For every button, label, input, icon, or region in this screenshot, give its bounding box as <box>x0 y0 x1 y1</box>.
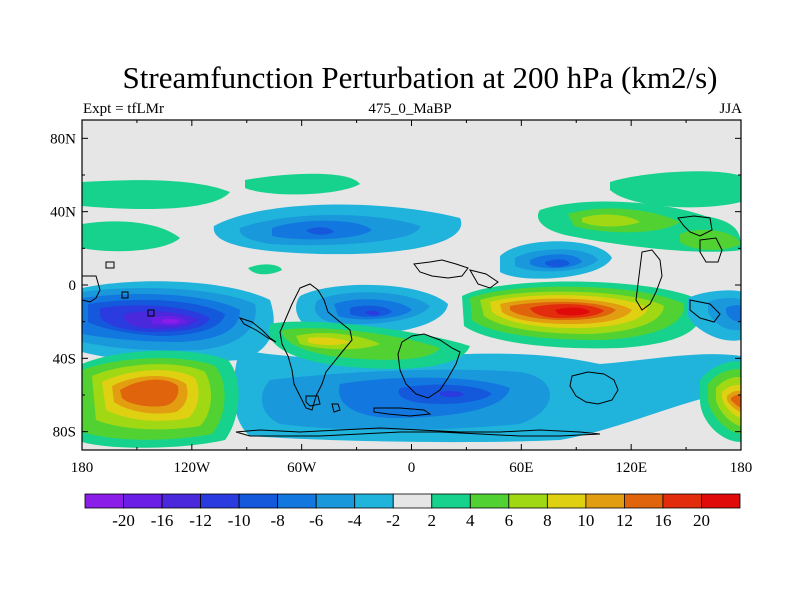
colorbar-swatch <box>431 493 471 509</box>
y-tick-label: 80S <box>53 425 76 441</box>
y-tick-label: 80N <box>50 131 76 147</box>
colorbar-label: -12 <box>189 511 212 530</box>
x-tick-label: 120E <box>615 460 647 476</box>
colorbar-label: -16 <box>151 511 174 530</box>
colorbar-swatch <box>354 493 394 509</box>
coastline-small-island <box>121 291 129 299</box>
coastline-small-island <box>105 261 115 269</box>
x-tick-label: 180 <box>730 460 753 476</box>
x-axis: 180 120W 60W 0 60E 120E 180 <box>71 120 753 476</box>
coastline-east-asia <box>699 237 723 263</box>
colorbar-label: 6 <box>505 511 514 530</box>
contour-region <box>306 227 334 235</box>
colorbar-swatch <box>277 493 317 509</box>
contour-region <box>162 318 180 324</box>
colorbar-label: -2 <box>386 511 400 530</box>
colorbar-swatch <box>392 493 433 509</box>
contour-region <box>82 221 180 252</box>
colorbar-label: 10 <box>577 511 594 530</box>
contour-region <box>582 214 640 227</box>
contour-region <box>731 394 741 408</box>
experiment-label: Expt = tfLMr <box>83 101 164 117</box>
coastline-arabia <box>468 269 499 289</box>
time-label: 475_0_MaBP <box>368 101 452 117</box>
colorbar-swatch <box>161 493 201 509</box>
colorbar-swatch <box>238 493 279 509</box>
colorbar-label: 2 <box>428 511 437 530</box>
season-label: JJA <box>719 101 742 117</box>
y-tick-label: 0 <box>69 278 77 294</box>
coastline-small-island <box>373 407 432 417</box>
contour-region <box>610 171 741 208</box>
coastline-small-island <box>331 403 341 413</box>
contour-region <box>120 379 179 407</box>
coastline-central-america <box>238 317 277 343</box>
x-tick-label: 180 <box>71 460 94 476</box>
contour-region <box>440 391 464 398</box>
colorbar-swatch <box>469 493 510 509</box>
coastline-north-america <box>82 275 101 303</box>
colorbar-swatch <box>315 493 356 509</box>
contour-region <box>82 180 230 210</box>
y-tick-label: 40S <box>53 351 76 367</box>
colorbar-swatch <box>546 493 587 509</box>
contour-region <box>248 264 282 275</box>
colorbar: -20 -16 -12 -10 -8 -6 -4 -2 2 4 6 8 10 12 16 20 <box>84 493 741 530</box>
colorbar-label: 4 <box>466 511 475 530</box>
y-axis: 80N 40N 0 40S 80S <box>50 131 741 441</box>
contour-region <box>545 259 570 267</box>
coastline-africa <box>397 333 461 399</box>
coastline-south-america <box>279 283 353 411</box>
colorbar-swatch <box>200 493 240 509</box>
colorbar-swatch <box>84 493 124 509</box>
coastline-australia <box>569 371 619 405</box>
colorbar-label: -20 <box>112 511 135 530</box>
coastline-asia <box>635 249 663 311</box>
colorbar-swatch <box>508 493 548 509</box>
y-tick-label: 40N <box>50 205 76 221</box>
coastline-maritime-continent <box>689 299 721 323</box>
coastline-japan-korea <box>677 215 713 237</box>
colorbar-swatch <box>701 493 741 509</box>
chart-title: Streamfunction Perturbation at 200 hPa (… <box>122 60 718 95</box>
coastline-antarctica <box>235 427 601 437</box>
coastline-north-africa-europe <box>413 259 469 279</box>
contour-region <box>680 229 741 250</box>
colorbar-label: 16 <box>654 511 671 530</box>
x-tick-label: 0 <box>408 460 416 476</box>
colorbar-label: -8 <box>271 511 285 530</box>
contour-region <box>365 310 380 316</box>
contour-region <box>245 173 360 195</box>
x-tick-label: 60E <box>509 460 533 476</box>
colorbar-label: 8 <box>543 511 552 530</box>
colorbar-label: 20 <box>693 511 710 530</box>
colorbar-swatch <box>662 493 702 509</box>
coastline-layer <box>82 215 723 437</box>
colorbar-swatch <box>624 493 664 509</box>
colorbar-label: -10 <box>228 511 251 530</box>
colorbar-label: -4 <box>348 511 363 530</box>
coastline-small-island <box>147 309 155 317</box>
contour-region <box>726 305 741 322</box>
contour-region <box>308 337 350 345</box>
contour-fill-layer <box>82 171 741 448</box>
colorbar-swatch <box>585 493 625 509</box>
coastline-small-island <box>305 395 321 407</box>
colorbar-label: 12 <box>616 511 633 530</box>
contour-region <box>555 307 590 316</box>
x-tick-label: 60W <box>287 460 317 476</box>
colorbar-label: -6 <box>309 511 323 530</box>
x-tick-label: 120W <box>173 460 211 476</box>
colorbar-swatch <box>123 493 163 509</box>
